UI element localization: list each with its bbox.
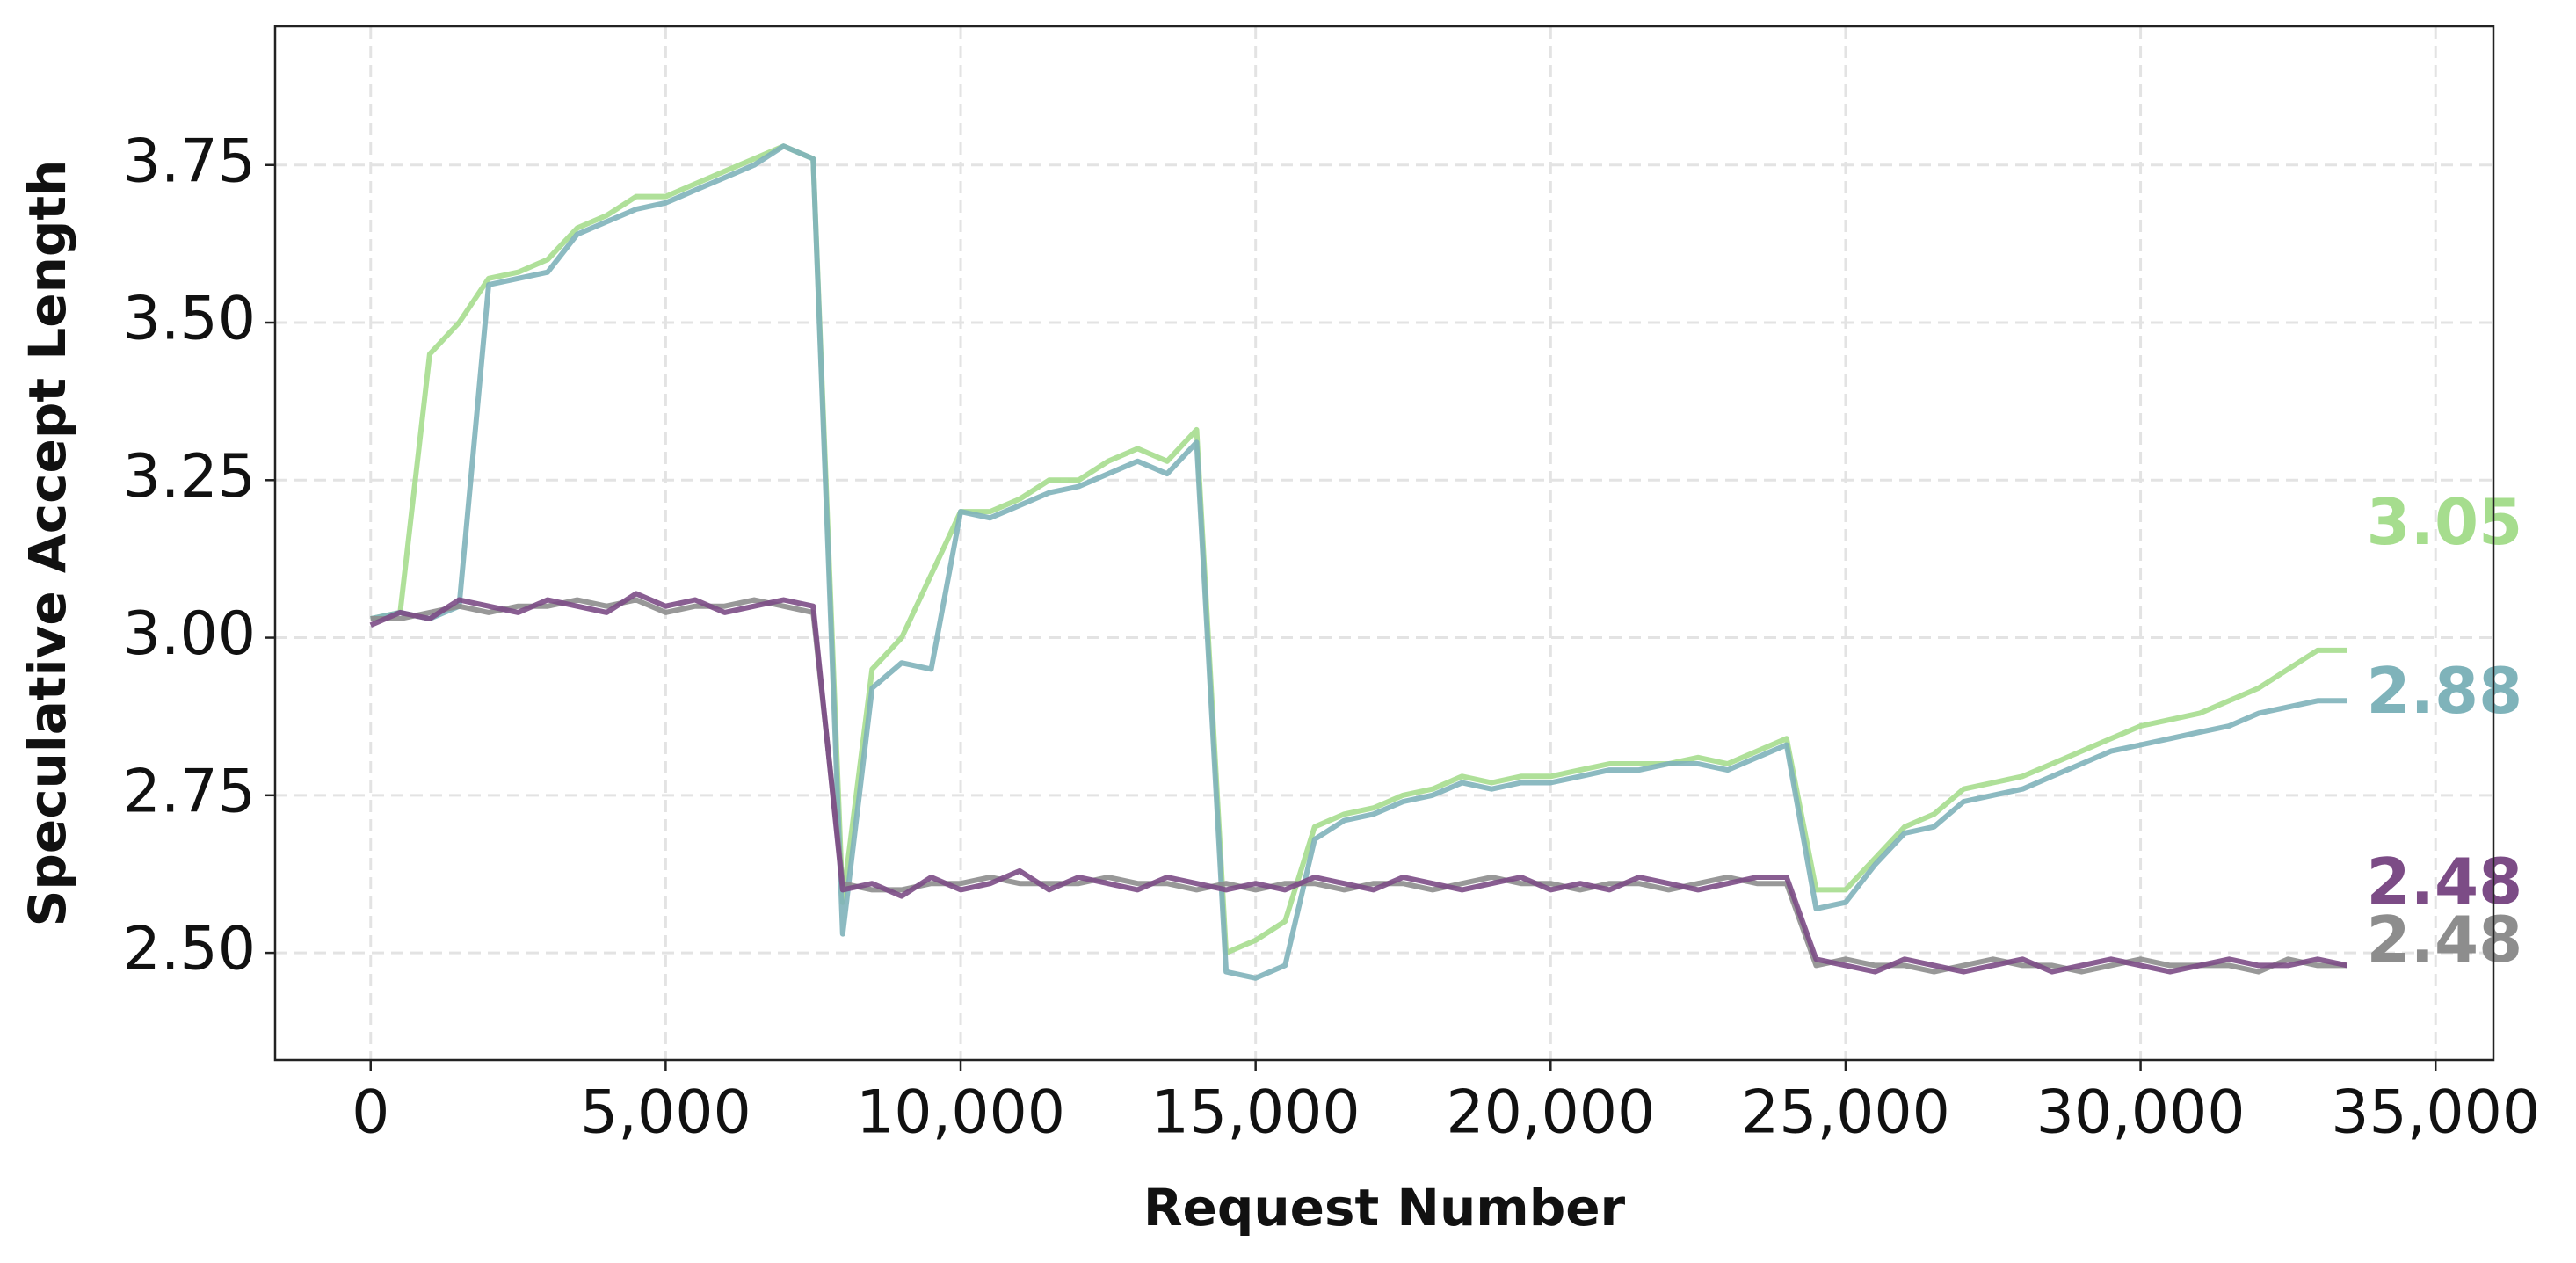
end-label: 3.05: [2367, 485, 2523, 559]
y-axis-label: Speculative Accept Length: [18, 160, 77, 927]
y-tick-label: 3.75: [123, 127, 256, 196]
y-tick-label: 3.25: [123, 442, 256, 512]
plot-frame: [273, 25, 2495, 1062]
series-line: [369, 591, 2348, 975]
end-label: 2.88: [2367, 654, 2523, 728]
end-label: 2.48: [2367, 845, 2523, 918]
x-tick-label: 30,000: [2036, 1078, 2246, 1148]
x-tick-label: 15,000: [1151, 1078, 1361, 1148]
y-tick-label: 2.50: [123, 915, 256, 984]
end-label: 2.48: [2367, 903, 2523, 976]
series-line: [370, 143, 2347, 956]
y-tick-label: 2.75: [123, 757, 256, 826]
y-tick-label: 3.00: [123, 599, 256, 669]
y-tick-label: 3.50: [123, 285, 256, 354]
x-tick-label: 20,000: [1446, 1078, 1655, 1148]
x-tick-label: 0: [352, 1078, 389, 1148]
x-axis-label: Request Number: [1143, 1178, 1626, 1238]
x-tick-label: 10,000: [856, 1078, 1065, 1148]
x-tick-label: 35,000: [2331, 1078, 2540, 1148]
x-tick-label: 5,000: [580, 1078, 751, 1148]
series-line: [370, 143, 2347, 981]
x-tick-label: 25,000: [1741, 1078, 1950, 1148]
series-line: [370, 597, 2347, 975]
